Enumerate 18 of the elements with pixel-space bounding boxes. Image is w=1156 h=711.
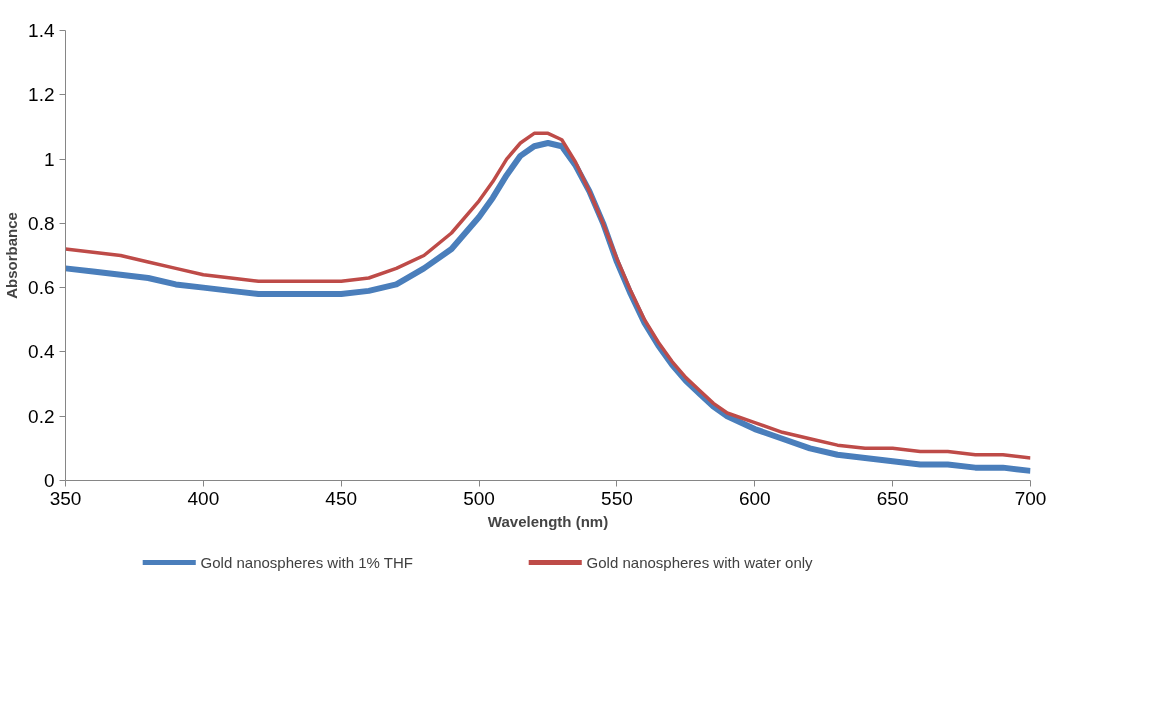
x-tick-label: 550 <box>601 487 633 509</box>
y-tick-label: 0.6 <box>28 277 55 299</box>
x-tick-label: 500 <box>463 487 495 509</box>
y-tick-label: 1.4 <box>28 20 55 41</box>
y-tick-label: 1.2 <box>28 84 55 106</box>
x-tick-label: 450 <box>325 487 358 509</box>
y-tick-label: 0.4 <box>28 341 55 363</box>
x-tick-label: 400 <box>187 487 220 509</box>
x-tick-label: 700 <box>1014 487 1047 509</box>
y-tick-label: 1 <box>43 148 55 170</box>
y-tick-label: 0.8 <box>28 212 55 234</box>
y-axis-title: Absorbance <box>3 212 21 299</box>
y-tick-label: 0.2 <box>28 405 55 427</box>
x-tick-label: 600 <box>738 487 771 509</box>
legend-label: Gold nanospheres with water only <box>586 554 814 571</box>
x-axis-title: Wavelength (nm) <box>487 512 609 530</box>
legend-label: Gold nanospheres with 1% THF <box>200 554 413 571</box>
x-tick-label: 650 <box>876 487 909 509</box>
